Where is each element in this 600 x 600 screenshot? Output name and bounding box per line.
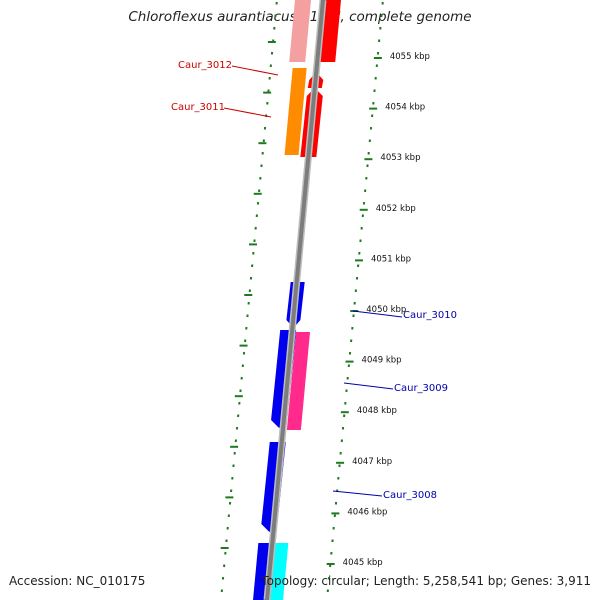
scale-tick-label: 4052 kbp xyxy=(376,204,416,214)
gene-label: Caur_3008 xyxy=(383,490,437,501)
scale-tick-label: 4049 kbp xyxy=(362,356,402,366)
scale-tick-label: 4045 kbp xyxy=(343,558,383,568)
scale-tick-label: 4053 kbp xyxy=(380,153,420,163)
gene-label-leader xyxy=(231,65,279,76)
gene-block-reverse xyxy=(289,0,311,62)
gene-label-leader xyxy=(343,382,394,390)
gene-label: Caur_3012 xyxy=(178,60,232,71)
scale-tick-label: 4048 kbp xyxy=(357,406,397,416)
scale-tick-label: 4047 kbp xyxy=(352,457,392,467)
scale-tick-label: 4051 kbp xyxy=(371,254,411,264)
gene-label-leader xyxy=(332,490,383,497)
gene-block-magenta xyxy=(286,332,311,430)
topology-label: Topology: circular; Length: 5,258,541 bp… xyxy=(261,574,591,588)
scale-tick-label: 4050 kbp xyxy=(366,305,406,315)
gene-labels: Caur_3012 Caur_3011 Caur_3010 Caur_3009 Caur… xyxy=(171,60,457,501)
backbone-line xyxy=(265,0,325,600)
scale-tick-label: 4055 kbp xyxy=(390,52,430,62)
scale-ticks: 4055 kbp 4054 kbp 4053 kbp 4052 kbp 4051 kbp… xyxy=(220,41,430,568)
gene-label: Caur_3010 xyxy=(403,310,457,321)
gene-label-leader xyxy=(223,107,272,118)
scale-tick-label: 4046 kbp xyxy=(347,507,387,517)
gene-label: Caur_3009 xyxy=(394,383,448,394)
backbone-layer xyxy=(263,0,327,600)
gene-block-caur-3012 xyxy=(284,68,307,155)
accession-label: Accession: NC_010175 xyxy=(9,574,146,588)
scale-tick-label: 4054 kbp xyxy=(385,103,425,113)
gene-label-leader xyxy=(352,310,403,318)
gene-label: Caur_3011 xyxy=(171,102,225,113)
